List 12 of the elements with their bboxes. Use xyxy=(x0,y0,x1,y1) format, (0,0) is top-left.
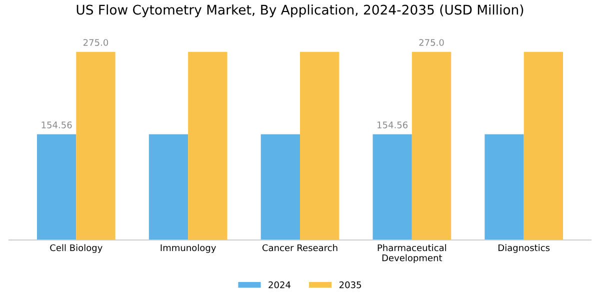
x-tick-label: Cell Biology xyxy=(50,244,102,253)
x-tick-label: Cancer Research xyxy=(262,244,338,252)
x-tick-label: Pharmaceutical Development xyxy=(378,244,446,264)
data-label: 154.56 xyxy=(378,121,408,128)
legend-label: 2035 xyxy=(339,281,362,288)
x-tick-label: Immunology xyxy=(160,244,216,253)
legend-label: 2024 xyxy=(268,281,290,288)
chart-title: US Flow Cytometry Market, By Application, 2024-2035 (USD Million) xyxy=(76,4,524,18)
data-label: 154.56 xyxy=(42,121,72,128)
x-tick-label: Diagnostics xyxy=(498,244,550,253)
data-label: 275.0 xyxy=(83,39,108,46)
data-label: 275.0 xyxy=(419,39,444,46)
